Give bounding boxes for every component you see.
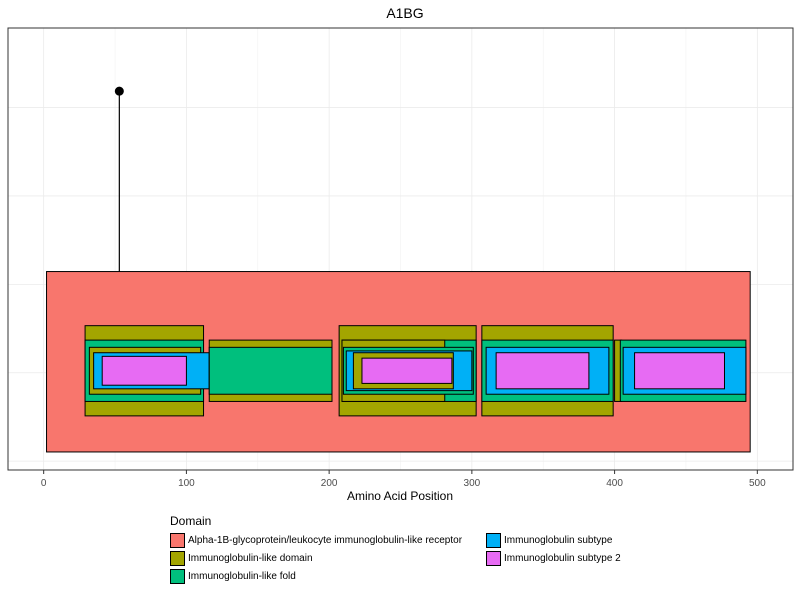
x-tick-label: 300 [464,478,481,489]
legend-swatch [486,533,501,548]
domain-rect [634,352,725,390]
legend-label: Immunoglobulin-like fold [188,571,296,582]
x-tick-label: 200 [321,478,338,489]
legend-item: Immunoglobulin-like fold [170,568,486,585]
legend-title: Domain [170,514,212,528]
legend-entries: Alpha-1B-glycoprotein/leukocyte immunogl… [170,532,670,585]
legend: Domain Alpha-1B-glycoprotein/leukocyte i… [170,514,670,585]
lollipop-markers [114,86,124,272]
legend-label: Immunoglobulin subtype [504,535,613,546]
x-tick-label: 400 [606,478,623,489]
legend-item: Immunoglobulin subtype 2 [486,550,656,567]
chart-title: A1BG [386,5,423,21]
domain-features [46,271,751,453]
x-axis-label: Amino Acid Position [347,489,453,503]
panel-border [7,27,794,471]
legend-swatch [170,569,185,584]
legend-label: Immunoglobulin-like domain [188,553,313,564]
legend-item: Immunoglobulin-like domain [170,550,486,567]
legend-item: Alpha-1B-glycoprotein/leukocyte immunogl… [170,532,486,549]
domain-rect [495,352,590,390]
domain-rect [208,346,333,395]
x-tick-label: 0 [41,478,47,489]
x-tick-label: 100 [178,478,195,489]
legend-swatch [486,551,501,566]
legend-item: Immunoglobulin subtype [486,532,656,549]
legend-label: Alpha-1B-glycoprotein/leukocyte immunogl… [188,535,463,546]
legend-label: Immunoglobulin subtype 2 [504,553,621,564]
legend-swatch [170,551,185,566]
domain-rect [361,357,453,384]
domain-rect [101,355,187,386]
x-tick-label: 500 [749,478,766,489]
lollipop-head [114,86,124,96]
x-axis: 0 100 200 300 400 500 [41,470,766,489]
legend-swatch [170,533,185,548]
